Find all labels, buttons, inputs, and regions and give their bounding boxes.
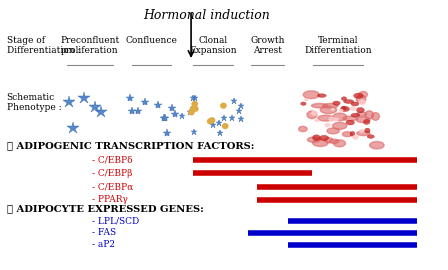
Ellipse shape <box>329 139 339 143</box>
Ellipse shape <box>365 128 370 133</box>
Ellipse shape <box>324 138 333 143</box>
Ellipse shape <box>329 117 335 121</box>
Text: ❖ ADIPOCYTE EXPRESSED GENES:: ❖ ADIPOCYTE EXPRESSED GENES: <box>7 204 203 213</box>
Ellipse shape <box>351 102 359 106</box>
Ellipse shape <box>318 94 326 97</box>
Ellipse shape <box>307 137 320 142</box>
Ellipse shape <box>318 115 334 121</box>
Ellipse shape <box>359 100 366 104</box>
Ellipse shape <box>356 95 366 103</box>
Ellipse shape <box>351 113 360 117</box>
Text: Clonal
Expansion: Clonal Expansion <box>189 36 237 55</box>
Text: - PPARγ: - PPARγ <box>92 195 128 204</box>
Ellipse shape <box>298 126 307 131</box>
Text: Growth
Arrest: Growth Arrest <box>250 36 285 55</box>
Ellipse shape <box>333 101 340 105</box>
Ellipse shape <box>333 113 347 121</box>
Ellipse shape <box>335 118 338 121</box>
Ellipse shape <box>193 106 198 111</box>
Ellipse shape <box>343 116 358 121</box>
Ellipse shape <box>340 109 343 112</box>
Ellipse shape <box>307 111 317 119</box>
Text: - C/EBPδ: - C/EBPδ <box>92 156 133 165</box>
Ellipse shape <box>344 100 354 103</box>
Text: - FAS: - FAS <box>92 228 116 237</box>
Ellipse shape <box>360 130 364 132</box>
Ellipse shape <box>353 136 358 139</box>
Text: - LPL/SCD: - LPL/SCD <box>92 217 139 225</box>
Text: - aP2: - aP2 <box>92 240 115 249</box>
Ellipse shape <box>207 119 213 124</box>
Ellipse shape <box>313 135 320 140</box>
Ellipse shape <box>221 103 226 108</box>
Ellipse shape <box>371 113 379 120</box>
Ellipse shape <box>367 135 375 138</box>
Text: - C/EBPβ: - C/EBPβ <box>92 169 133 178</box>
Ellipse shape <box>319 135 329 141</box>
Ellipse shape <box>340 106 349 112</box>
Ellipse shape <box>353 93 363 98</box>
Ellipse shape <box>312 111 318 115</box>
Ellipse shape <box>359 92 367 98</box>
Ellipse shape <box>342 132 352 137</box>
Ellipse shape <box>209 118 215 123</box>
Ellipse shape <box>357 112 366 116</box>
Ellipse shape <box>313 139 328 146</box>
Ellipse shape <box>351 107 356 110</box>
Ellipse shape <box>365 111 374 119</box>
Ellipse shape <box>305 99 307 100</box>
Ellipse shape <box>341 97 347 100</box>
Text: Preconfluent
proliferation: Preconfluent proliferation <box>60 36 120 55</box>
Ellipse shape <box>311 103 328 108</box>
Text: - C/EBPα: - C/EBPα <box>92 182 134 191</box>
Ellipse shape <box>332 122 347 129</box>
Ellipse shape <box>303 91 319 99</box>
Ellipse shape <box>356 117 370 123</box>
Ellipse shape <box>320 106 337 114</box>
Ellipse shape <box>357 131 370 136</box>
Ellipse shape <box>190 106 196 111</box>
Ellipse shape <box>223 124 228 129</box>
Ellipse shape <box>192 102 198 106</box>
Ellipse shape <box>323 103 338 108</box>
Ellipse shape <box>333 140 345 147</box>
Text: Hormonal induction: Hormonal induction <box>143 9 270 22</box>
Ellipse shape <box>370 141 384 149</box>
Text: Schematic
Phenotype :: Schematic Phenotype : <box>7 93 61 112</box>
Ellipse shape <box>301 102 306 105</box>
Ellipse shape <box>315 119 319 122</box>
Text: Confluence: Confluence <box>125 36 177 45</box>
Ellipse shape <box>189 110 194 115</box>
Ellipse shape <box>350 131 355 136</box>
Ellipse shape <box>346 120 354 125</box>
Text: ❖ ADIPOGENIC TRANSCRIPTION FACTORS:: ❖ ADIPOGENIC TRANSCRIPTION FACTORS: <box>7 141 254 151</box>
Ellipse shape <box>332 109 334 110</box>
Ellipse shape <box>341 106 346 110</box>
Ellipse shape <box>363 119 370 124</box>
Text: Stage of
Differentiation :: Stage of Differentiation : <box>7 36 80 55</box>
Text: Terminal
Differentiation: Terminal Differentiation <box>304 36 372 55</box>
Ellipse shape <box>327 128 339 134</box>
Ellipse shape <box>325 124 330 127</box>
Ellipse shape <box>357 107 364 113</box>
